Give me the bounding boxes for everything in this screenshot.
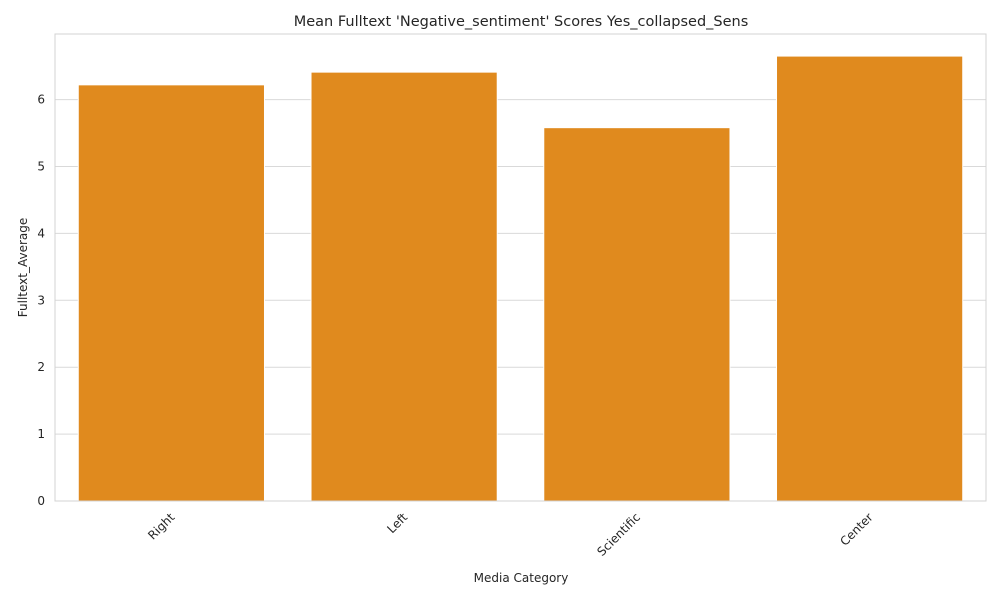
x-tick-label-left: Left [384,510,410,536]
chart-title: Mean Fulltext 'Negative_sentiment' Score… [294,14,749,30]
plot-frame [54,33,987,502]
y-tick-label-1: 1 [37,427,45,441]
bar-center [776,55,964,502]
x-tick-label-scientific: Scientific [594,510,643,559]
y-tick-label-6: 6 [37,93,45,107]
x-tick-label-right: Right [145,510,177,542]
bars [77,55,964,502]
bar-left [310,71,498,502]
x-tick-labels: Right Left Scientific Center [145,510,876,559]
y-tick-label-2: 2 [37,360,45,374]
x-axis-label: Media Category [474,571,569,585]
bar-scientific [543,127,731,502]
y-axis-label: Fulltext_Average [16,218,30,317]
y-tick-label-5: 5 [37,159,45,173]
y-tick-labels: 0 1 2 3 4 5 6 [37,93,45,508]
x-tick-label-center: Center [837,510,876,549]
y-tick-label-0: 0 [37,494,45,508]
y-tick-label-4: 4 [37,226,45,240]
bar-right [77,84,265,502]
y-tick-label-3: 3 [37,293,45,307]
